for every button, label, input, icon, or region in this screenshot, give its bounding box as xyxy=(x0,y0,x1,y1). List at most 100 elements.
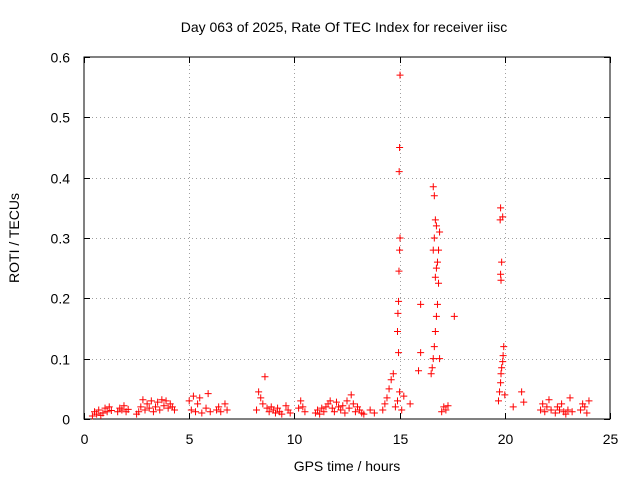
data-point xyxy=(499,213,507,221)
data-point xyxy=(398,406,406,414)
data-point xyxy=(432,264,440,272)
data-point xyxy=(114,408,122,416)
data-point xyxy=(202,404,210,412)
data-point xyxy=(497,270,505,278)
data-point xyxy=(326,397,334,405)
data-point xyxy=(541,408,549,416)
data-point xyxy=(149,408,157,416)
data-point xyxy=(381,400,389,408)
data-point xyxy=(562,410,570,418)
data-point xyxy=(537,406,545,414)
x-tick-label: 5 xyxy=(186,431,194,447)
data-point xyxy=(497,370,505,378)
data-point xyxy=(499,352,507,360)
data-point xyxy=(391,403,399,411)
axis-ticks xyxy=(84,57,611,420)
data-point xyxy=(360,410,368,418)
data-point xyxy=(107,407,115,415)
data-point xyxy=(417,300,425,308)
data-point xyxy=(257,394,265,402)
data-point xyxy=(393,328,401,336)
data-point xyxy=(135,408,143,416)
y-tick-label: 0.4 xyxy=(51,171,71,187)
data-point xyxy=(431,216,439,224)
data-point xyxy=(430,234,438,242)
data-point xyxy=(316,410,324,418)
data-point xyxy=(286,409,294,417)
data-point xyxy=(396,246,404,254)
data-point xyxy=(332,398,340,406)
data-point xyxy=(395,168,403,176)
data-point xyxy=(435,246,443,254)
y-tick-label: 0.6 xyxy=(51,50,71,66)
data-point xyxy=(297,397,305,405)
data-point xyxy=(436,228,444,236)
data-point xyxy=(217,408,225,416)
data-point xyxy=(415,367,423,375)
x-tick-label: 25 xyxy=(603,431,619,447)
data-point xyxy=(337,406,345,414)
data-point xyxy=(160,402,168,410)
data-point xyxy=(387,376,395,384)
data-point xyxy=(330,408,338,416)
data-point xyxy=(501,391,509,399)
x-tick-label: 10 xyxy=(287,431,303,447)
data-point xyxy=(93,410,101,418)
data-point xyxy=(145,404,153,412)
data-point xyxy=(223,406,231,414)
data-point xyxy=(556,406,564,414)
data-point xyxy=(255,388,263,396)
y-tick-labels: 0 0.1 0.2 0.3 0.4 0.5 0.6 xyxy=(51,50,71,428)
data-point xyxy=(551,409,559,417)
data-point xyxy=(154,398,162,406)
data-point xyxy=(417,349,425,357)
data-point xyxy=(347,391,355,399)
data-point xyxy=(389,370,397,378)
y-tick-label: 0.3 xyxy=(51,231,71,247)
data-point xyxy=(137,403,145,411)
data-point xyxy=(393,397,401,405)
data-point xyxy=(366,406,374,414)
data-point xyxy=(95,406,103,414)
data-point xyxy=(152,403,160,411)
data-point xyxy=(341,409,349,417)
data-point xyxy=(435,279,443,287)
data-point xyxy=(518,388,526,396)
data-point xyxy=(295,404,303,412)
data-points xyxy=(88,71,593,420)
data-point xyxy=(349,400,357,408)
data-point xyxy=(436,355,444,363)
data-point xyxy=(196,394,204,402)
data-point xyxy=(88,412,96,420)
data-point xyxy=(509,403,517,411)
data-point xyxy=(396,234,404,242)
data-point xyxy=(583,409,591,417)
x-axis-label: GPS time / hours xyxy=(294,458,401,474)
data-point xyxy=(496,388,504,396)
data-point xyxy=(194,400,202,408)
data-point xyxy=(558,400,566,408)
data-point xyxy=(498,364,506,372)
data-point xyxy=(568,408,576,416)
data-point xyxy=(432,312,440,320)
data-point xyxy=(431,273,439,281)
data-point xyxy=(430,343,438,351)
grid-lines xyxy=(84,57,610,419)
x-tick-label: 15 xyxy=(393,431,409,447)
data-point xyxy=(581,403,589,411)
data-point xyxy=(103,408,111,416)
data-point xyxy=(162,397,170,405)
x-tick-label: 0 xyxy=(81,431,89,447)
data-point xyxy=(274,404,282,412)
data-point xyxy=(345,404,353,412)
data-point xyxy=(351,408,359,416)
data-point xyxy=(383,394,391,402)
data-point xyxy=(450,312,458,320)
x-tick-labels: 0 5 10 15 20 25 xyxy=(81,431,619,447)
data-point xyxy=(406,400,414,408)
data-point xyxy=(547,406,555,414)
data-point xyxy=(395,349,403,357)
data-point xyxy=(189,392,197,400)
data-point xyxy=(314,406,322,414)
data-point xyxy=(438,408,446,416)
